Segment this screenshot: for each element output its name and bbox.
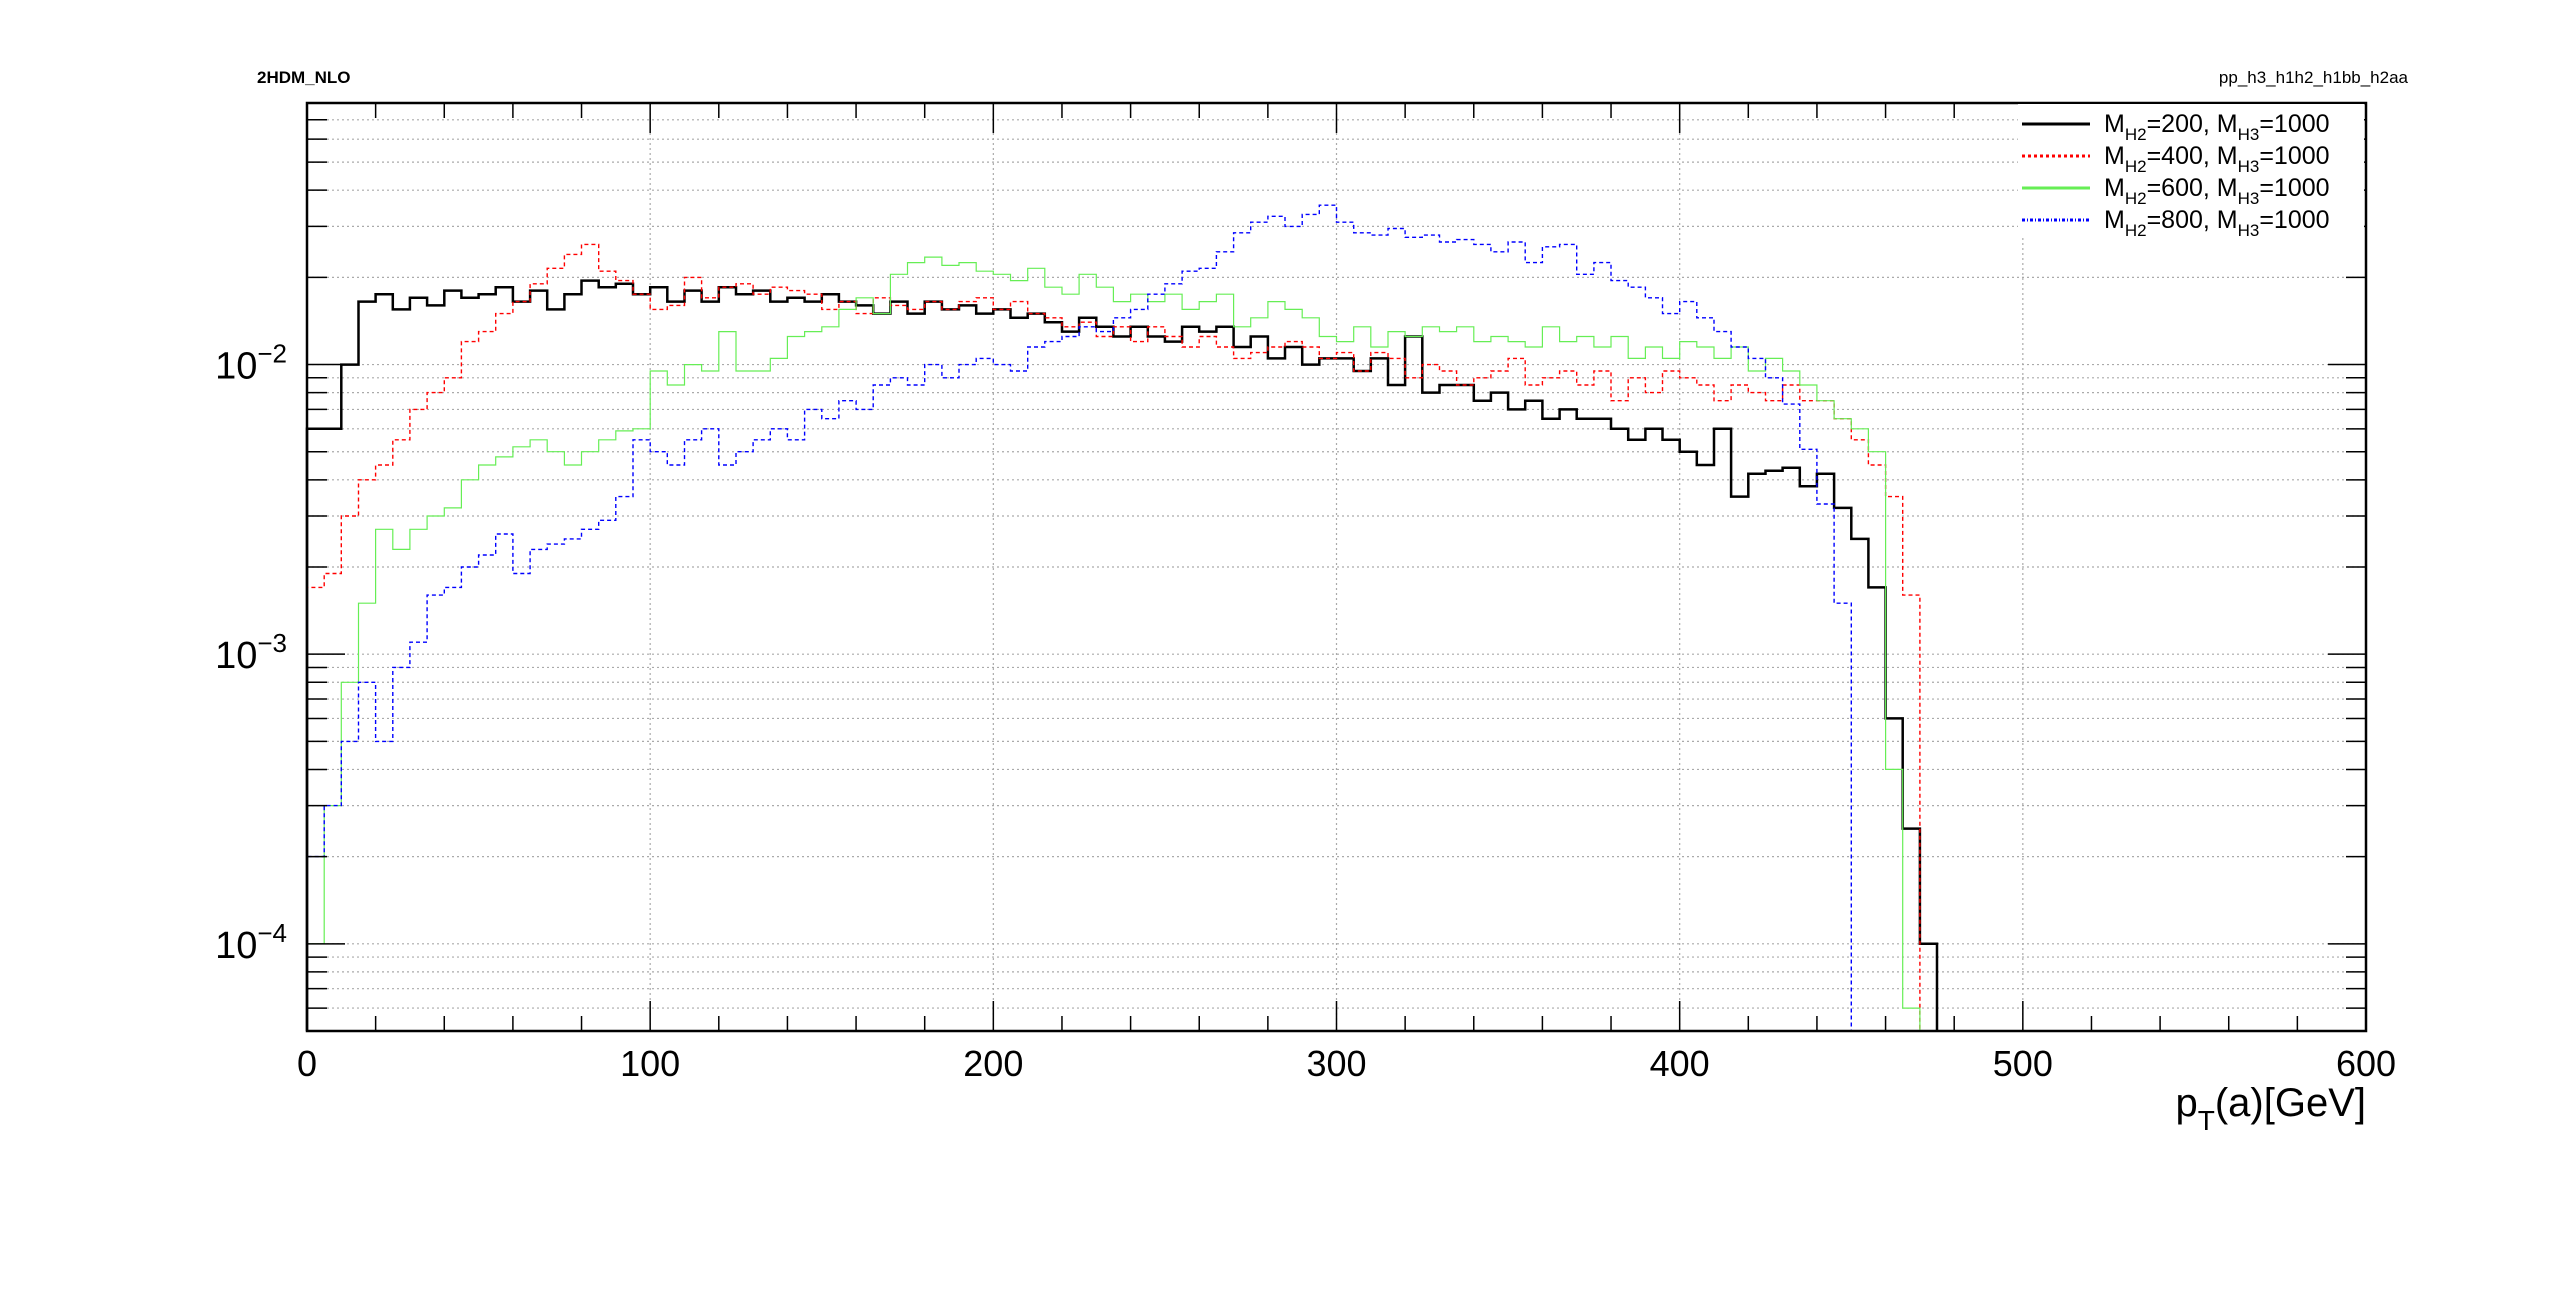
legend-label-part: H2 (2125, 157, 2147, 176)
legend-label-1: MH2=200, MH3=1000 (2104, 110, 2330, 144)
x-tick-label: 200 (963, 1043, 1023, 1084)
legend-label-part: H3 (2238, 221, 2260, 240)
y-tick-exponent: −3 (257, 628, 287, 658)
x-tick-label: 500 (1993, 1043, 2053, 1084)
axes: 0 100 200 300 400 500 60010−410−310−2pT(a)[GeV… (215, 101, 2396, 1136)
legend-label-3: MH2=600, MH3=1000 (2104, 174, 2330, 208)
legend-label-part: H2 (2125, 189, 2147, 208)
legend-label-4: MH2=800, MH3=1000 (2104, 206, 2330, 240)
grid-lines (307, 102, 2366, 1032)
plot-corner-label-right: pp_h3_h1h2_h1bb_h2aa (2218, 68, 2408, 87)
legend-label-2: MH2=400, MH3=1000 (2104, 142, 2330, 176)
plot-corner-label-left: 2HDM_NLO (257, 68, 351, 87)
y-tick-exponent: −4 (257, 918, 287, 948)
legend-label-part: M (2104, 142, 2125, 170)
x-axis-title: pT(a)[GeV] (2175, 1081, 2366, 1136)
x-tick-label: 300 (1306, 1043, 1366, 1084)
x-axis-title-part: p (2175, 1081, 2197, 1125)
legend-label-part: =400, M (2147, 142, 2238, 170)
legend-label-part: M (2104, 174, 2125, 202)
legend-label-part: =800, M (2147, 206, 2238, 234)
legend-label-part: =200, M (2147, 110, 2238, 138)
series-line-4 (306, 204, 1869, 1032)
legend-label-part: H3 (2238, 157, 2260, 176)
legend-label-part: =1000 (2259, 110, 2329, 138)
legend-box (2018, 104, 2364, 236)
series-line-2 (306, 243, 1937, 1032)
x-tick-label: 0 (297, 1043, 317, 1084)
legend-label-part: H3 (2238, 125, 2260, 144)
y-tick-label: 10−4 (215, 918, 287, 967)
y-tick-label: 10−3 (215, 628, 287, 677)
legend-label-part: =1000 (2259, 206, 2329, 234)
y-tick-label: 10−2 (215, 339, 287, 388)
series-lines (305, 204, 1939, 1032)
x-tick-label: 600 (2336, 1043, 2396, 1084)
legend-label-part: =1000 (2259, 174, 2329, 202)
y-tick-exponent: −2 (257, 339, 287, 369)
x-tick-label: 100 (620, 1043, 680, 1084)
x-tick-label: 400 (1650, 1043, 1710, 1084)
x-axis-title-part: T (2198, 1105, 2215, 1136)
x-axis-title-part: (a)[GeV] (2215, 1081, 2366, 1125)
legend-label-part: H2 (2125, 125, 2147, 144)
legend-label-part: H3 (2238, 189, 2260, 208)
legend-label-part: =600, M (2147, 174, 2238, 202)
series-line-3 (306, 256, 1937, 1032)
legend-label-part: M (2104, 206, 2125, 234)
legend-label-part: H2 (2125, 221, 2147, 240)
y-tick-base: 10 (215, 635, 257, 677)
legend-label-part: =1000 (2259, 142, 2329, 170)
y-tick-base: 10 (215, 346, 257, 388)
y-tick-base: 10 (215, 925, 257, 967)
legend-label-part: M (2104, 110, 2125, 138)
